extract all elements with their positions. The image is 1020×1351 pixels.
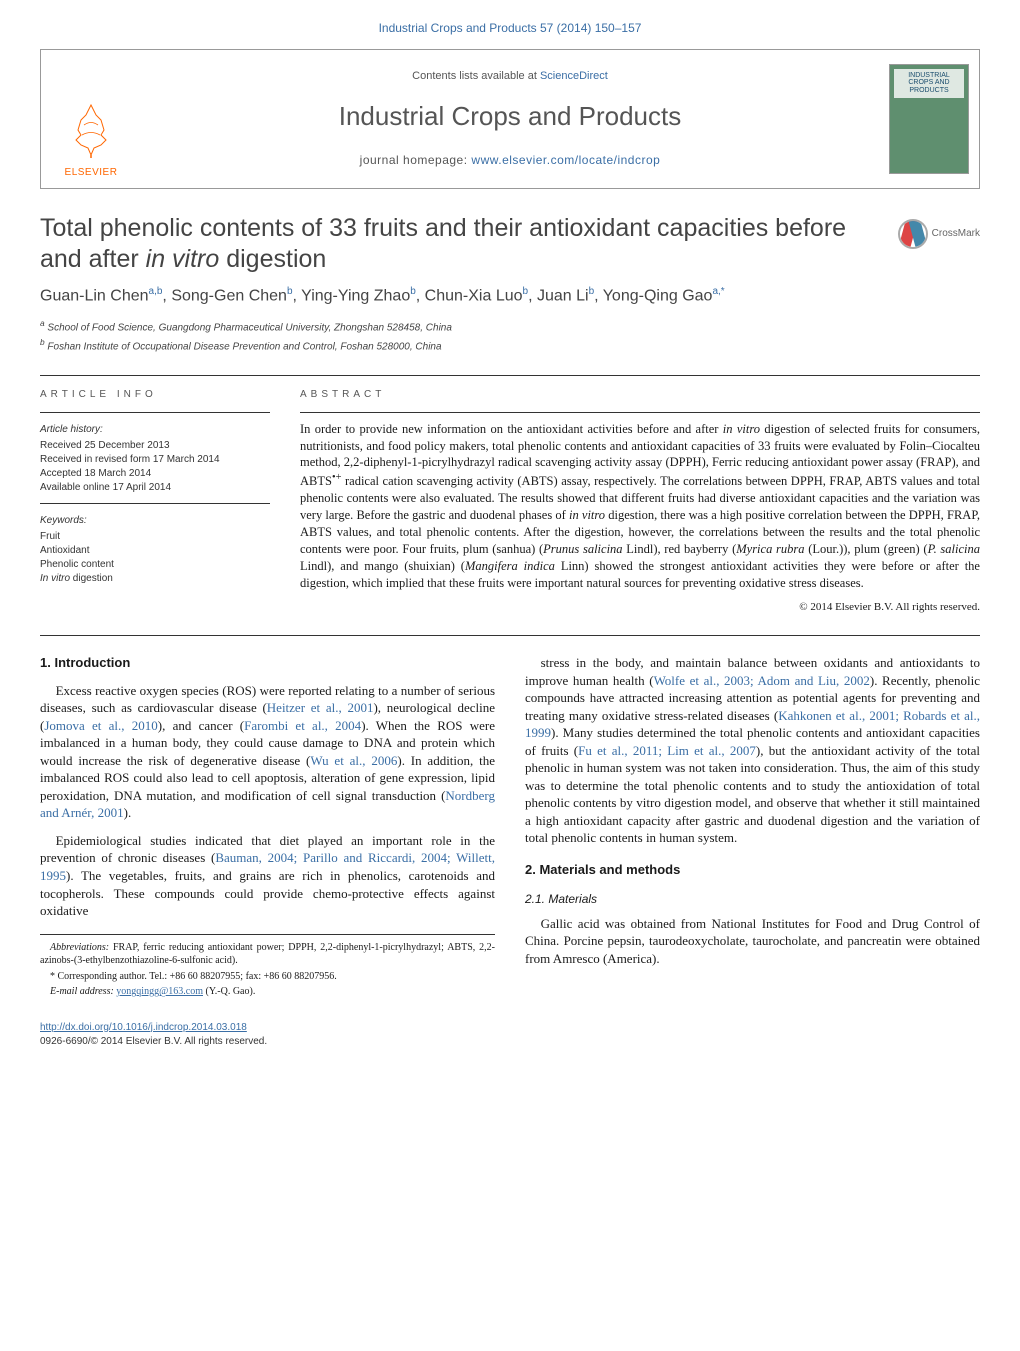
text: ). The vegetables, fruits, and grains ar…	[40, 868, 495, 918]
materials-para-1: Gallic acid was obtained from National I…	[525, 915, 980, 968]
journal-header: ELSEVIER Contents lists available at Sci…	[40, 49, 980, 189]
text: ), and cancer (	[158, 718, 244, 733]
intro-para-1: Excess reactive oxygen species (ROS) wer…	[40, 682, 495, 822]
history-item: Received 25 December 2013	[40, 439, 270, 453]
divider	[40, 635, 980, 636]
article-info-col: ARTICLE INFO Article history: Received 2…	[40, 380, 270, 615]
intro-para-3: stress in the body, and maintain balance…	[525, 654, 980, 847]
contents-prefix: Contents lists available at	[412, 70, 540, 82]
page-footer: http://dx.doi.org/10.1016/j.indcrop.2014…	[40, 1021, 980, 1049]
footnotes: Abbreviations: FRAP, ferric reducing ant…	[40, 934, 495, 999]
abstract-col: ABSTRACT In order to provide new informa…	[300, 380, 980, 615]
abbrev-label: Abbreviations:	[50, 942, 109, 953]
keyword: Phenolic content	[40, 558, 270, 572]
email-label: E-mail address:	[50, 986, 114, 997]
article-info-label: ARTICLE INFO	[40, 388, 270, 402]
title-row: Total phenolic contents of 33 fruits and…	[40, 213, 980, 276]
section-2-1-heading: 2.1. Materials	[525, 891, 980, 907]
text: ).	[124, 805, 132, 820]
author-affil-sup: b	[287, 286, 293, 297]
homepage-link[interactable]: www.elsevier.com/locate/indcrop	[471, 153, 660, 167]
header-center: Contents lists available at ScienceDirec…	[141, 50, 879, 188]
affiliation-text: Foshan Institute of Occupational Disease…	[47, 342, 441, 353]
history-item: Received in revised form 17 March 2014	[40, 453, 270, 467]
author-affil-sup: a,	[712, 286, 720, 297]
section-2-heading: 2. Materials and methods	[525, 861, 980, 879]
intro-para-2: Epidemiological studies indicated that d…	[40, 832, 495, 920]
author-affil-sup: a,b	[149, 286, 163, 297]
affiliations: a School of Food Science, Guangdong Phar…	[40, 318, 980, 355]
homepage-line: journal homepage: www.elsevier.com/locat…	[360, 152, 661, 169]
info-abstract-row: ARTICLE INFO Article history: Received 2…	[40, 380, 980, 615]
journal-title: Industrial Crops and Products	[339, 98, 682, 134]
keywords-block: Keywords: Fruit Antioxidant Phenolic con…	[40, 514, 270, 586]
elsevier-tree-icon	[66, 100, 116, 160]
citation-link[interactable]: Heitzer et al., 2001	[267, 700, 374, 715]
authors-list: Guan-Lin Chena,b, Song-Gen Chenb, Ying-Y…	[40, 285, 980, 308]
contents-lists-line: Contents lists available at ScienceDirec…	[412, 69, 608, 84]
author-affil-sup: b	[523, 286, 529, 297]
crossmark-icon	[898, 219, 928, 249]
corresponding-marker: *	[721, 286, 725, 297]
email-footnote: E-mail address: yongqingg@163.com (Y.-Q.…	[40, 985, 495, 999]
journal-cover-icon: INDUSTRIAL CROPS AND PRODUCTS	[889, 64, 969, 174]
article-history: Article history: Received 25 December 20…	[40, 423, 270, 495]
publisher-block: ELSEVIER	[41, 50, 141, 188]
affiliation-a: a School of Food Science, Guangdong Phar…	[40, 318, 980, 335]
divider	[300, 412, 980, 413]
corr-label: * Corresponding author.	[50, 971, 147, 982]
issn-copyright: 0926-6690/© 2014 Elsevier B.V. All right…	[40, 1035, 980, 1049]
citation-link[interactable]: Jomova et al., 2010	[44, 718, 157, 733]
section-1-heading: 1. Introduction	[40, 654, 495, 672]
divider	[40, 412, 270, 413]
citation-link[interactable]: Fu et al., 2011; Lim et al., 2007	[578, 743, 756, 758]
history-item: Available online 17 April 2014	[40, 481, 270, 495]
email-link[interactable]: yongqingg@163.com	[116, 986, 203, 997]
abstract-label: ABSTRACT	[300, 388, 980, 402]
cover-thumb-block: INDUSTRIAL CROPS AND PRODUCTS	[879, 50, 979, 188]
corr-text: Tel.: +86 60 88207955; fax: +86 60 88207…	[147, 971, 337, 982]
divider	[40, 375, 980, 376]
history-item: Accepted 18 March 2014	[40, 467, 270, 481]
title-italic: in vitro	[146, 245, 220, 273]
crossmark-badge[interactable]: CrossMark	[898, 219, 980, 249]
author-affil-sup: b	[589, 286, 595, 297]
journal-reference: Industrial Crops and Products 57 (2014) …	[40, 20, 980, 37]
text: ), but the antioxidant activity of the t…	[525, 743, 980, 846]
homepage-prefix: journal homepage:	[360, 153, 472, 167]
email-suffix: (Y.-Q. Gao).	[203, 986, 255, 997]
keywords-head: Keywords:	[40, 514, 270, 528]
divider	[40, 503, 270, 504]
keyword: Fruit	[40, 530, 270, 544]
abbrev-text: FRAP, ferric reducing antioxidant power;…	[40, 942, 495, 967]
citation-link[interactable]: Wu et al., 2006	[310, 753, 397, 768]
author-affil-sup: b	[410, 286, 416, 297]
title-part-2: digestion	[219, 245, 326, 273]
affiliation-b: b Foshan Institute of Occupational Disea…	[40, 337, 980, 354]
corresponding-footnote: * Corresponding author. Tel.: +86 60 882…	[40, 970, 495, 984]
keyword: In vitro digestion	[40, 572, 270, 586]
abstract-copyright: © 2014 Elsevier B.V. All rights reserved…	[300, 600, 980, 615]
doi-link[interactable]: http://dx.doi.org/10.1016/j.indcrop.2014…	[40, 1022, 247, 1033]
abstract-text: In order to provide new information on t…	[300, 421, 980, 592]
abbrev-footnote: Abbreviations: FRAP, ferric reducing ant…	[40, 941, 495, 968]
publisher-name: ELSEVIER	[65, 166, 118, 180]
keyword: Antioxidant	[40, 544, 270, 558]
body-columns: 1. Introduction Excess reactive oxygen s…	[40, 654, 980, 999]
cover-title: INDUSTRIAL CROPS AND PRODUCTS	[894, 69, 964, 98]
citation-link[interactable]: Farombi et al., 2004	[244, 718, 361, 733]
article-title: Total phenolic contents of 33 fruits and…	[40, 213, 882, 276]
crossmark-label: CrossMark	[932, 227, 980, 241]
sciencedirect-link[interactable]: ScienceDirect	[540, 70, 608, 82]
affiliation-text: School of Food Science, Guangdong Pharma…	[47, 322, 452, 333]
citation-link[interactable]: Wolfe et al., 2003; Adom and Liu, 2002	[654, 673, 870, 688]
history-head: Article history:	[40, 423, 270, 437]
